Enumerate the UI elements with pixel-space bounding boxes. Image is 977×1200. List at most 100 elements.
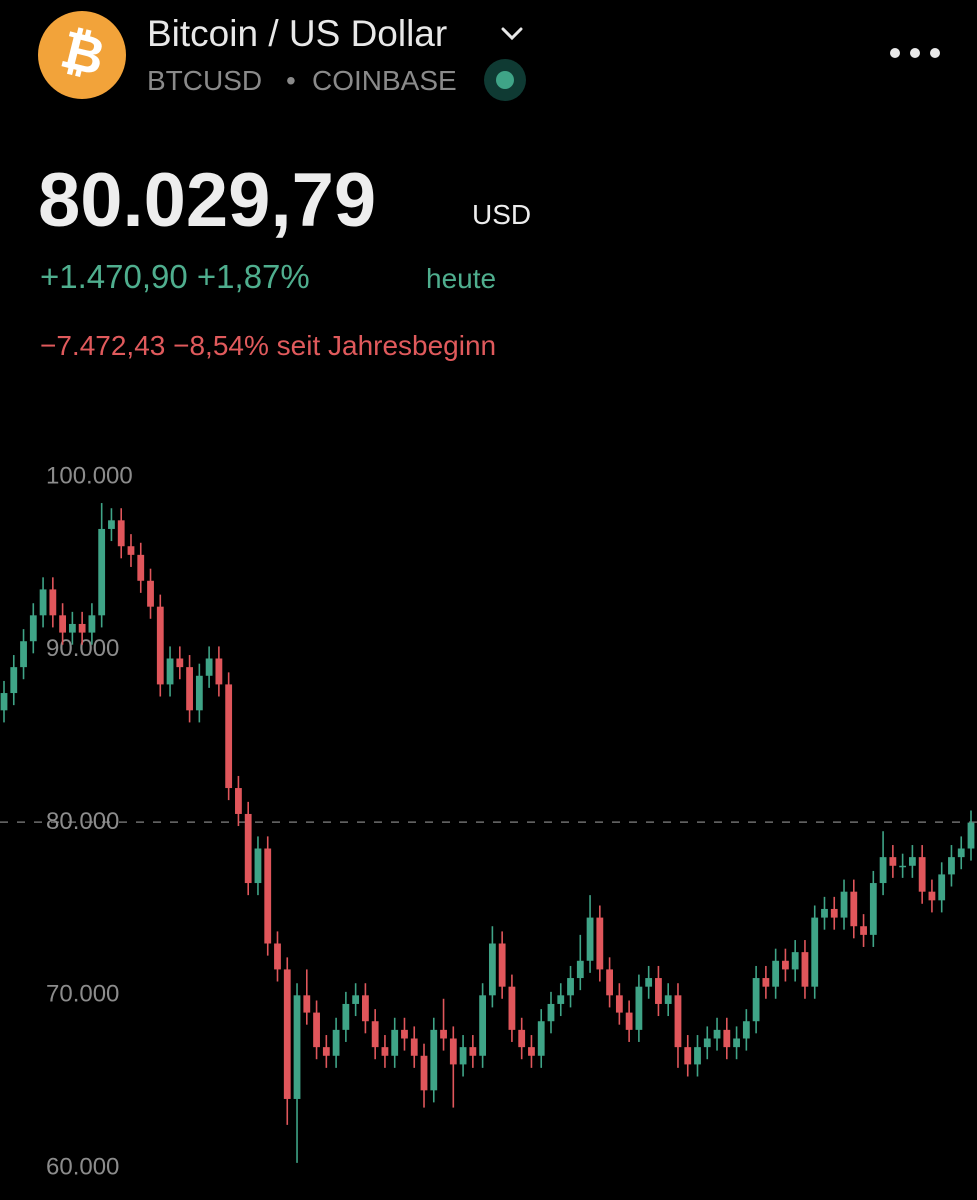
candle-body [918, 857, 926, 892]
candle-body [381, 1047, 389, 1056]
candle-body [782, 960, 789, 970]
candle-body [498, 943, 506, 987]
candle-body [303, 995, 311, 1013]
candle-body [811, 917, 819, 987]
y-tick-label: 70.000 [46, 981, 119, 1008]
candle-body [244, 813, 252, 884]
candle-body [410, 1038, 418, 1056]
candle-body [88, 615, 96, 633]
candle-body [0, 693, 8, 711]
candle-body [78, 623, 86, 633]
change-today-label: heute [426, 263, 496, 294]
candle-body [762, 978, 770, 987]
more-menu[interactable] [890, 48, 940, 58]
candle-body [655, 978, 662, 1004]
candle-body [899, 865, 907, 868]
candle-body [283, 969, 291, 1099]
candle-body [186, 667, 193, 711]
candle-body [459, 1047, 467, 1065]
dropdown-chevron [501, 27, 523, 41]
candle-body [488, 943, 496, 996]
candle-body [235, 788, 242, 814]
candle-body [635, 986, 643, 1030]
candle-body [39, 589, 47, 616]
candle-body [508, 986, 516, 1030]
candle-body [948, 857, 955, 875]
candle-body [20, 641, 27, 668]
candle-body [49, 589, 57, 616]
candle-body [166, 658, 174, 685]
candle-body [742, 1021, 750, 1039]
ticker: BTCUSD [147, 65, 262, 96]
separator: • [286, 65, 296, 96]
menu-dot [910, 48, 920, 58]
candle-body [576, 960, 584, 979]
candle-body [615, 995, 623, 1013]
candle-body [332, 1029, 340, 1056]
candle-body [713, 1029, 721, 1039]
candle-body [537, 1021, 545, 1056]
candle-body [889, 857, 897, 866]
candle-body [264, 848, 272, 944]
candle-body [557, 995, 565, 1004]
candle-body [733, 1038, 740, 1048]
candle-body [98, 528, 106, 616]
currency: USD [472, 199, 531, 230]
candle-body [528, 1047, 535, 1056]
candle-body [928, 891, 936, 901]
candle-body [342, 1003, 350, 1030]
candle-body [869, 883, 877, 935]
candle-body [821, 908, 828, 918]
candle-body [723, 1029, 731, 1048]
candle-body [440, 1029, 447, 1039]
candle-body [860, 926, 867, 935]
candle-body [830, 908, 838, 918]
candle-body [29, 615, 37, 642]
candle-body [840, 891, 848, 918]
symbol-header[interactable]: ₿ Bitcoin / US Dollar BTCUSD • COINBASE [38, 11, 526, 101]
candle-body [108, 520, 115, 529]
candle-body [879, 857, 887, 884]
candle-body [664, 995, 672, 1004]
candle-body [322, 1047, 330, 1056]
candle-body [430, 1029, 438, 1091]
candle-body [752, 978, 760, 1022]
candle-body [596, 917, 604, 970]
candle-body [127, 546, 135, 555]
change-ytd: −7.472,43 −8,54% seit Jahresbeginn [40, 330, 496, 361]
symbol-title: Bitcoin / US Dollar [147, 13, 447, 54]
candle-body [313, 1012, 320, 1048]
last-price: 80.029,79 [38, 158, 376, 243]
candle-body [352, 995, 360, 1004]
coin-logo [38, 11, 126, 99]
candle-body [703, 1038, 711, 1048]
candle-body [59, 615, 67, 633]
exchange: COINBASE [312, 65, 457, 96]
candle-body [518, 1029, 526, 1048]
candle-body [391, 1029, 399, 1056]
candle-body [938, 874, 946, 901]
market-status-dot [496, 71, 514, 89]
candle-body [684, 1047, 692, 1065]
y-tick-label: 100.000 [46, 462, 133, 489]
candle-body [449, 1038, 457, 1065]
candle-body [147, 580, 154, 607]
candle-body [772, 960, 780, 987]
candle-body [791, 952, 799, 970]
candle-body [401, 1029, 408, 1039]
candle-body [645, 978, 653, 987]
candle-body [586, 917, 594, 961]
change-today: +1.470,90 +1,87% [40, 258, 310, 295]
candle-body [479, 995, 487, 1056]
candle-body [117, 520, 125, 547]
candle-body [625, 1012, 633, 1030]
candle-body [225, 684, 233, 789]
candle-body [68, 623, 76, 633]
candle-body [801, 952, 809, 987]
candle-body [362, 995, 369, 1022]
candle-body [908, 857, 916, 866]
candle-body [205, 658, 213, 676]
candle-body [293, 995, 301, 1099]
